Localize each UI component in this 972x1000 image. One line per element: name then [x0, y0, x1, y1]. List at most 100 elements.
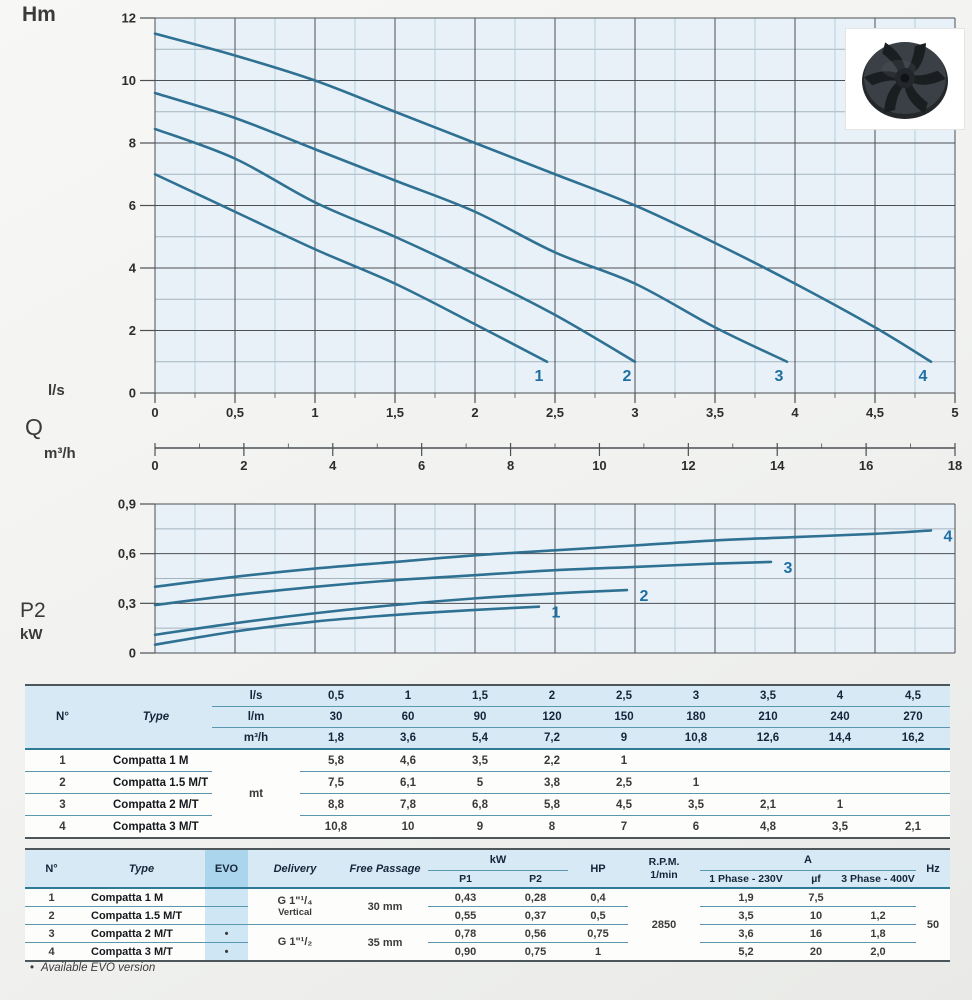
m3h-tick-label: 2: [240, 458, 247, 473]
free-passage: 30 mm: [342, 887, 428, 925]
pump-curve-4: [153, 32, 933, 364]
evo-marker: •: [205, 942, 248, 962]
spec-table: N° Type EVO Delivery Free Passage kW HP R.P.M. 1…: [25, 848, 951, 962]
col-header-a: A: [700, 849, 917, 871]
col-header-p2: P2: [503, 870, 568, 889]
pump-curve-1: [153, 172, 549, 364]
y-tick-label: 2: [129, 323, 136, 338]
col-header-free-passage: Free Passage: [342, 849, 428, 889]
flow-value: 1,5: [444, 685, 516, 707]
flow-value: 60: [372, 706, 444, 728]
col-header-hp: HP: [568, 849, 628, 889]
y-tick-label: 0,3: [118, 596, 136, 611]
head-value: 7: [588, 815, 660, 839]
flow-m3h-unit-label: m³/h: [44, 445, 76, 462]
y-tick-label: 8: [129, 136, 136, 151]
footnote-text: Available EVO version: [41, 962, 156, 974]
y-tick-label: 0,6: [118, 546, 136, 561]
col-header-p1: P1: [428, 870, 503, 889]
pump-type: Compatta 1.5 M/T: [78, 906, 205, 925]
footnote-bullet: •: [30, 962, 35, 974]
head-value: 2,1: [732, 793, 804, 816]
amps-1phase: 5,2: [700, 942, 792, 962]
pump-type: Compatta 3 M/T: [78, 942, 205, 962]
evo-marker: [205, 906, 248, 925]
flow-value: 16,2: [876, 727, 950, 750]
ls-tick-label: 1: [311, 405, 318, 420]
curve-label-1: 1: [552, 605, 561, 622]
head-value: 7,5: [300, 771, 372, 794]
flow-value: 3: [660, 685, 732, 707]
amps-3phase: 1,8: [840, 924, 917, 943]
ls-tick-label: 1,5: [386, 405, 404, 420]
head-value: [876, 793, 950, 816]
head-value: [876, 748, 950, 772]
row-number: 2: [25, 906, 78, 925]
m3h-tick-label: 4: [329, 458, 337, 473]
head-value: 8,8: [300, 793, 372, 816]
y-tick-label: 6: [129, 198, 136, 213]
free-passage: 35 mm: [342, 924, 428, 962]
flow-value: 9: [588, 727, 660, 750]
row-number: 3: [25, 924, 78, 943]
p1-kw: 0,90: [428, 942, 503, 962]
hp: 1: [568, 942, 628, 962]
flow-value: 270: [876, 706, 950, 728]
amps-3phase: 2,0: [840, 942, 917, 962]
y-tick-label: 12: [122, 11, 136, 26]
m3h-tick-label: 18: [948, 458, 962, 473]
head-value: 4,5: [588, 793, 660, 816]
y-tick-label: 0,9: [118, 497, 136, 512]
curve-label-2: 2: [640, 588, 649, 605]
head-value: [660, 748, 732, 772]
head-value: [732, 748, 804, 772]
unit-row-label: l/m: [212, 706, 300, 728]
p2-kw: 0,75: [503, 942, 568, 962]
amps-1phase: 3,5: [700, 906, 792, 925]
flow-value: 1: [372, 685, 444, 707]
ls-tick-label: 2: [471, 405, 478, 420]
row-number: 3: [25, 793, 100, 816]
head-value: 2,5: [588, 771, 660, 794]
footnote: • Available EVO version: [30, 962, 155, 974]
amps-1phase: 1,9: [700, 887, 792, 907]
flow-value: 180: [660, 706, 732, 728]
spec-table-grid: N° Type EVO Delivery Free Passage kW HP R.P.M. 1…: [25, 848, 951, 962]
evo-marker: •: [205, 924, 248, 943]
col-header-delivery: Delivery: [248, 849, 342, 889]
head-value: 5,8: [300, 748, 372, 772]
y-tick-label: 0: [129, 646, 136, 661]
pump-curve-1: [153, 605, 541, 647]
head-value: [804, 748, 876, 772]
head-value: 5: [444, 771, 516, 794]
capacitor-uf: 10: [792, 906, 840, 925]
flow-value: 1,8: [300, 727, 372, 750]
amps-3phase: 1,2: [840, 906, 917, 925]
head-value: 2,1: [876, 815, 950, 839]
flow-value: 4: [804, 685, 876, 707]
unit-row-label: m³/h: [212, 727, 300, 750]
pump-type: Compatta 2 M/T: [100, 793, 212, 816]
head-value: 2,2: [516, 748, 588, 772]
m3h-tick-label: 8: [507, 458, 514, 473]
flow-value: 3,6: [372, 727, 444, 750]
flow-value: 210: [732, 706, 804, 728]
col-header-type: Type: [78, 849, 205, 889]
p1-kw: 0,43: [428, 887, 503, 907]
evo-marker: [205, 887, 248, 907]
capacitor-uf: 7,5: [792, 887, 840, 907]
head-value: 3,5: [804, 815, 876, 839]
flow-value: 3,5: [732, 685, 804, 707]
curve-label-4: 4: [919, 368, 928, 385]
p2-kw: 0,37: [503, 906, 568, 925]
head-value: 6: [660, 815, 732, 839]
flow-value: 14,4: [804, 727, 876, 750]
m3h-tick-label: 12: [681, 458, 695, 473]
m3h-tick-label: 0: [151, 458, 158, 473]
pump-type: Compatta 1 M: [100, 748, 212, 772]
flow-value: 4,5: [876, 685, 950, 707]
ls-tick-label: 4,5: [866, 405, 884, 420]
